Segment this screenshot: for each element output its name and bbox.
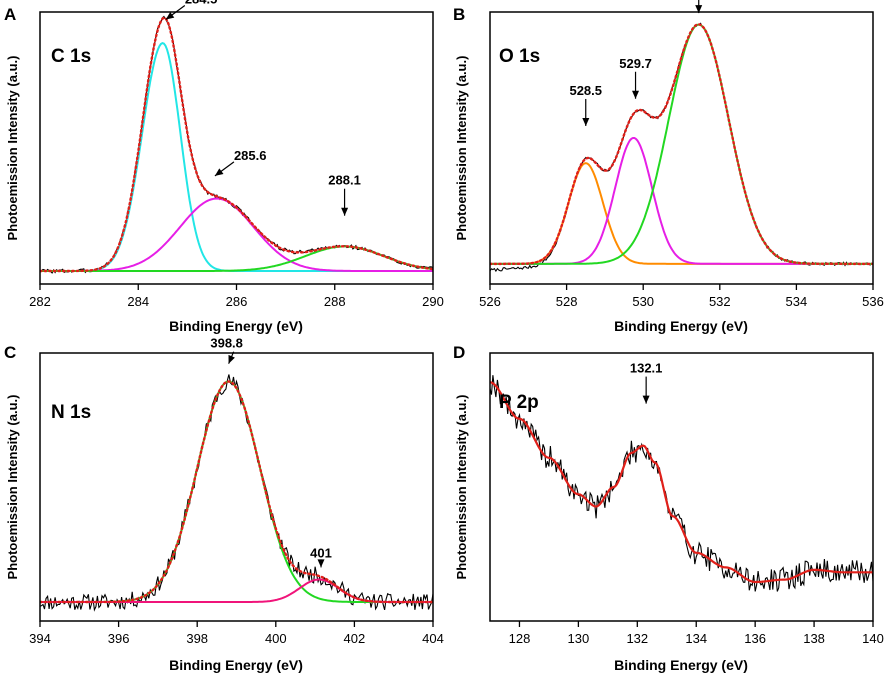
x-tick-label: 402 <box>344 631 366 646</box>
x-tick-label: 136 <box>744 631 766 646</box>
annotation-arrow-head <box>341 207 349 216</box>
axes-frame <box>489 11 874 285</box>
x-tick-label: 290 <box>422 294 444 309</box>
fit-component-2 <box>490 137 873 265</box>
fit-envelope-line <box>40 16 433 273</box>
peak-annotation-2: 529.7 <box>619 56 652 99</box>
panel-d: 128 130 132 134 136 138 140 Binding Energy (eV)… <box>453 343 884 673</box>
annotation-label: 285.6 <box>234 148 267 163</box>
raw-spectrum-line <box>490 375 873 592</box>
x-tick-label: 132 <box>626 631 648 646</box>
annotation-label: 398.8 <box>210 336 243 351</box>
y-axis-label: Photoemission Intensity (a.u.) <box>5 395 20 580</box>
plot-area <box>490 375 873 592</box>
plot-area <box>40 374 433 612</box>
x-tick-label: 138 <box>803 631 825 646</box>
panel-b: 526 528 530 532 534 536 Binding Energy (eV) Pho… <box>453 0 884 334</box>
x-tick-label: 530 <box>632 294 654 309</box>
y-axis-label: Photoemission Intensity (a.u.) <box>454 56 469 241</box>
element-label: N 1s <box>51 402 91 423</box>
y-axis-label: Photoemission Intensity (a.u.) <box>454 395 469 580</box>
peak-annotation-1: 528.5 <box>569 83 602 126</box>
annotation-label: 528.5 <box>569 83 602 98</box>
annotation-arrow-head <box>695 5 703 14</box>
plot-area <box>40 15 433 274</box>
x-tick-label: 134 <box>685 631 707 646</box>
smoothed-fit-line <box>490 381 873 584</box>
x-tick-label: 528 <box>556 294 578 309</box>
fit-envelope-line <box>40 380 433 604</box>
x-tick-label: 282 <box>29 294 51 309</box>
panel-c: 394 396 398 400 402 404 Binding Energy (eV) Pho… <box>4 336 444 673</box>
x-tick-label: 526 <box>479 294 501 309</box>
annotation-label: 284.5 <box>185 0 218 7</box>
axes-frame <box>39 352 434 622</box>
peak-annotation-1: 132.1 <box>630 361 663 404</box>
x-axis-label: Binding Energy (eV) <box>614 318 748 334</box>
peak-annotation-3: 531.4 <box>695 0 703 14</box>
x-tick-label: 396 <box>108 631 130 646</box>
fit-component-1 <box>490 162 873 265</box>
axes-frame <box>489 352 874 622</box>
peak-annotation-2: 285.6 <box>214 148 267 177</box>
annotation-label: 529.7 <box>619 56 652 71</box>
annotation-arrow-head <box>214 168 224 176</box>
annotation-arrow-head <box>642 395 650 404</box>
raw-spectrum-line <box>40 374 433 612</box>
x-axis-label: Binding Energy (eV) <box>169 318 303 334</box>
element-label: P 2p <box>499 392 539 413</box>
panel-letter: A <box>4 5 16 24</box>
plot-area <box>490 22 873 273</box>
x-tick-label: 140 <box>862 631 884 646</box>
x-axis-label: Binding Energy (eV) <box>614 657 748 673</box>
x-tick-label: 128 <box>509 631 531 646</box>
annotation-arrow-head <box>317 559 325 568</box>
panel-letter: D <box>453 343 465 362</box>
x-tick-label: 536 <box>862 294 884 309</box>
element-label: C 1s <box>51 46 91 67</box>
annotation-label: 401 <box>310 545 332 560</box>
peak-annotation-3: 288.1 <box>328 173 361 216</box>
annotation-arrow-head <box>582 118 590 126</box>
annotation-label: 132.1 <box>630 361 663 376</box>
peak-annotation-1: 284.5 <box>165 0 218 21</box>
x-tick-label: 532 <box>709 294 731 309</box>
fit-envelope-line <box>490 23 873 266</box>
fit-component-3 <box>490 23 873 265</box>
annotation-arrow-head <box>228 354 235 364</box>
x-tick-label: 288 <box>324 294 346 309</box>
peak-annotation-1: 398.8 <box>210 336 243 364</box>
x-tick-label: 400 <box>265 631 287 646</box>
fit-component-1 <box>40 380 433 603</box>
fit-component-3 <box>40 245 433 272</box>
annotation-arrow-head <box>632 90 639 99</box>
x-tick-label: 394 <box>29 631 51 646</box>
x-tick-label: 284 <box>127 294 149 309</box>
panel-a: 282 284 286 288 290 Binding Energy (eV) Photoe… <box>4 0 444 334</box>
peak-annotation-2: 401 <box>310 545 332 568</box>
x-tick-label: 534 <box>786 294 808 309</box>
y-axis-label: Photoemission Intensity (a.u.) <box>5 56 20 241</box>
fit-component-2 <box>40 197 433 272</box>
x-tick-label: 130 <box>568 631 590 646</box>
annotation-label: 288.1 <box>328 173 361 188</box>
x-axis-label: Binding Energy (eV) <box>169 657 303 673</box>
raw-spectrum-line <box>40 15 433 274</box>
annotation-arrow-head <box>165 12 175 20</box>
x-tick-label: 286 <box>226 294 248 309</box>
element-label: O 1s <box>499 46 540 67</box>
panel-letter: B <box>453 5 465 24</box>
panel-letter: C <box>4 343 16 362</box>
x-tick-label: 404 <box>422 631 444 646</box>
x-tick-label: 398 <box>186 631 208 646</box>
